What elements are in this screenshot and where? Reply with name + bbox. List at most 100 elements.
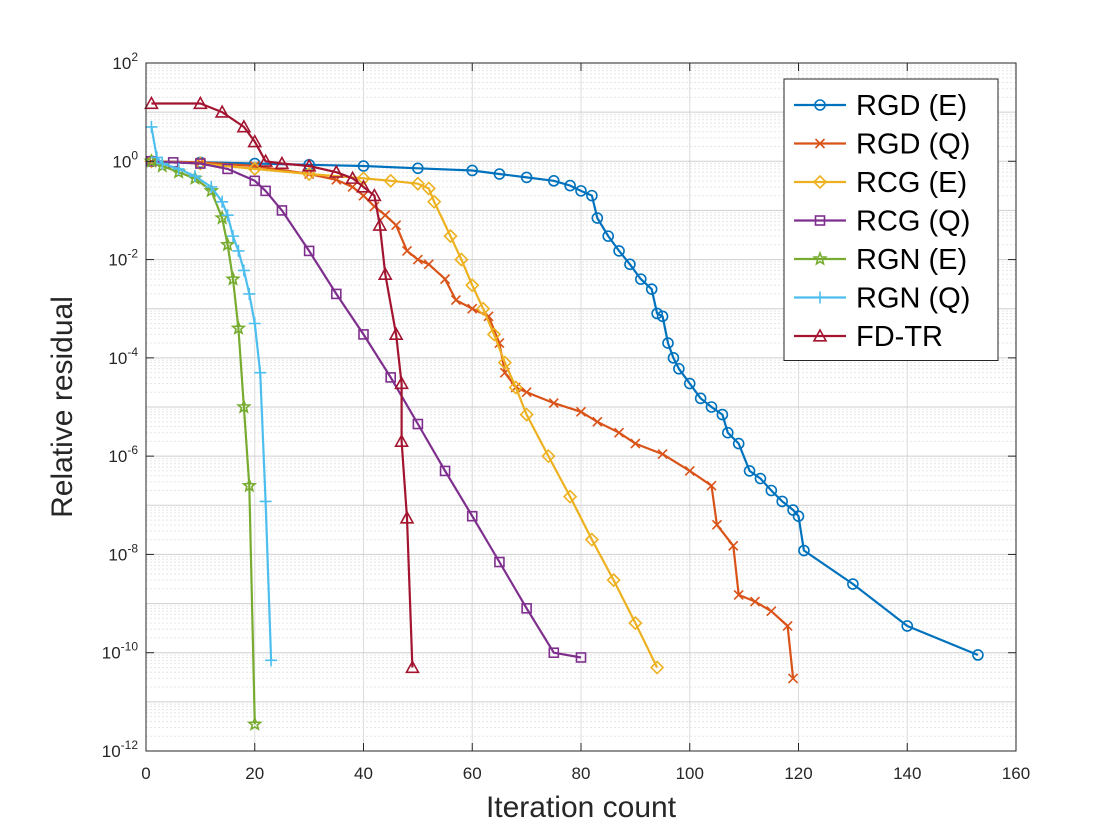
data-point <box>508 380 523 395</box>
data-point <box>711 519 723 530</box>
legend-label: RGD (Q) <box>856 129 970 161</box>
data-point <box>227 230 239 243</box>
data-point <box>812 174 828 190</box>
data-point <box>519 407 534 422</box>
data-point <box>814 215 826 226</box>
data-point <box>814 99 826 111</box>
x-tick-label: 80 <box>572 764 591 783</box>
x-tick-label: 60 <box>463 764 482 783</box>
data-point <box>356 171 371 186</box>
data-point <box>630 438 641 449</box>
data-point <box>548 398 559 409</box>
data-point <box>172 162 185 175</box>
data-point <box>301 158 317 172</box>
series-layer <box>143 95 984 731</box>
data-point <box>494 556 505 568</box>
data-point <box>421 181 436 196</box>
data-point <box>466 510 478 522</box>
data-point <box>214 209 230 225</box>
data-point <box>399 510 415 524</box>
data-point <box>733 589 744 600</box>
data-point <box>144 95 159 110</box>
data-point <box>248 317 261 330</box>
series-rcg-e <box>144 154 665 675</box>
legend-item: RGD (E) <box>794 90 967 122</box>
data-point <box>486 327 502 342</box>
data-point <box>635 273 647 285</box>
data-point <box>662 337 674 349</box>
data-point <box>401 245 413 256</box>
data-point <box>356 179 371 193</box>
data-point <box>391 220 402 231</box>
data-point <box>812 328 828 342</box>
data-point <box>787 673 799 684</box>
y-tick-label: 10-12 <box>102 738 139 761</box>
x-tick-label: 120 <box>784 764 812 783</box>
y-axis-label: Relative residual <box>46 296 79 518</box>
data-point <box>412 162 424 175</box>
data-point <box>412 418 424 430</box>
data-point <box>667 352 680 364</box>
data-point <box>236 398 252 414</box>
data-point <box>705 401 718 413</box>
data-point <box>439 274 451 285</box>
data-point <box>150 151 163 164</box>
y-tick-label: 102 <box>112 50 138 73</box>
legend-label: FD-TR <box>856 321 943 353</box>
data-point <box>814 138 826 149</box>
data-point <box>465 278 480 293</box>
data-point <box>188 170 201 183</box>
series-rgn-e <box>143 153 263 731</box>
data-point <box>624 258 636 271</box>
data-point <box>380 210 391 221</box>
data-point <box>657 449 668 460</box>
data-point <box>564 179 576 192</box>
data-point <box>493 168 506 180</box>
data-point <box>743 465 756 477</box>
y-tick-label: 10-10 <box>102 640 139 663</box>
data-point <box>792 510 805 522</box>
data-point <box>214 104 230 118</box>
data-point <box>450 294 462 306</box>
data-point <box>259 495 272 508</box>
data-point <box>143 153 160 168</box>
legend-label: RCG (Q) <box>856 206 970 238</box>
data-point <box>236 119 252 133</box>
data-point <box>410 176 426 191</box>
data-point <box>798 544 810 557</box>
y-tick-label: 10-6 <box>108 443 138 466</box>
data-point <box>276 205 288 216</box>
data-point <box>394 433 409 447</box>
data-point <box>232 244 245 257</box>
data-point <box>548 175 560 187</box>
data-point <box>265 654 278 667</box>
data-point <box>357 160 370 172</box>
data-point <box>439 465 451 477</box>
data-point <box>303 245 315 257</box>
data-point <box>237 264 250 277</box>
data-point <box>521 603 532 614</box>
data-point <box>586 189 598 202</box>
data-point <box>222 163 233 175</box>
data-point <box>754 472 767 485</box>
data-point <box>230 320 247 335</box>
data-point <box>613 245 625 257</box>
series-line <box>151 102 414 668</box>
data-point <box>814 291 826 304</box>
data-point <box>541 449 556 464</box>
data-point <box>216 195 229 208</box>
legend-label: RGD (E) <box>856 90 967 122</box>
data-point <box>347 181 358 193</box>
x-tick-label: 140 <box>893 764 921 783</box>
data-point <box>766 606 777 617</box>
data-point <box>241 477 258 493</box>
legend-item: RGN (Q) <box>794 283 970 315</box>
data-point <box>673 362 685 375</box>
data-point <box>520 171 533 184</box>
data-point <box>372 217 388 231</box>
data-point <box>205 180 218 193</box>
data-point <box>383 173 398 188</box>
data-point <box>602 230 614 242</box>
data-point <box>497 355 513 370</box>
